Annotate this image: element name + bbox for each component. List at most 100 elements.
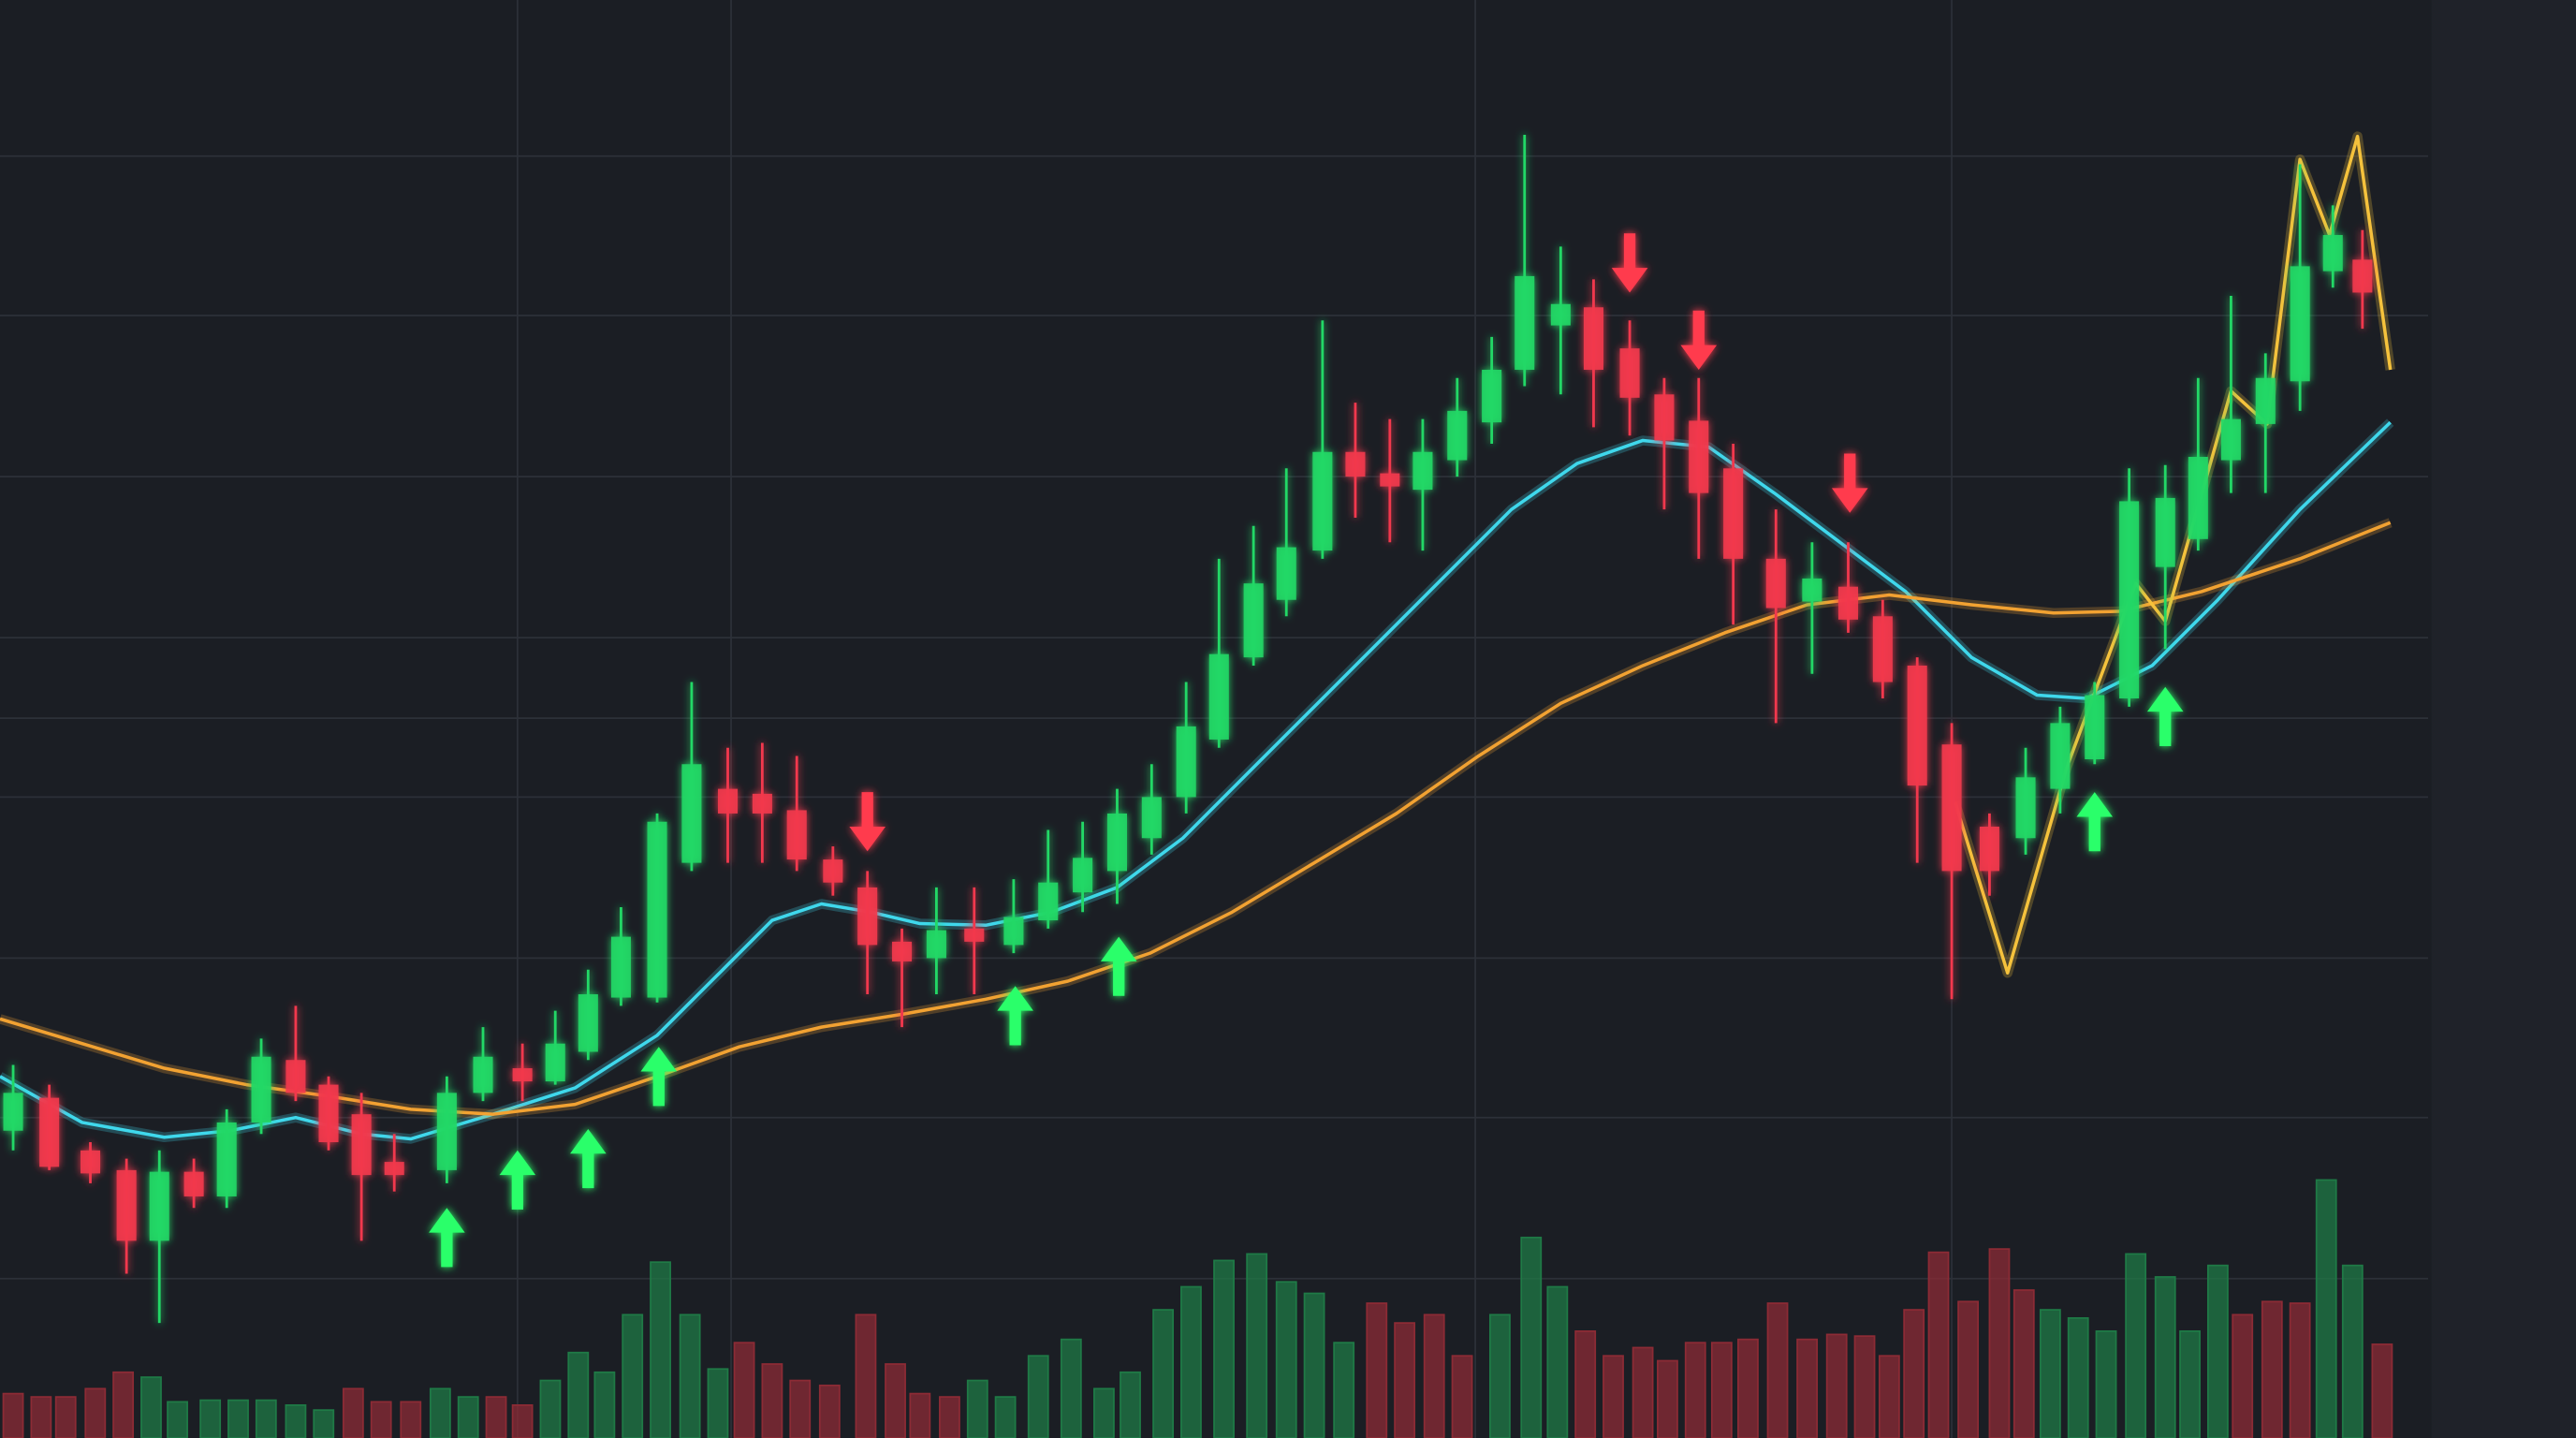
volume-bar xyxy=(1546,1285,1569,1438)
volume-bar xyxy=(313,1409,335,1438)
candle-body xyxy=(149,1171,169,1241)
volume-bar xyxy=(1451,1355,1473,1438)
candle-body xyxy=(384,1162,404,1176)
candle-body xyxy=(578,994,598,1052)
volume-bar xyxy=(2206,1264,2229,1438)
candle-body xyxy=(1654,394,1675,441)
volume-bar xyxy=(707,1368,729,1438)
buy-arrow xyxy=(429,1208,465,1268)
volume-bar xyxy=(539,1379,562,1438)
volume-bar xyxy=(761,1363,783,1438)
candle-body xyxy=(2155,497,2175,567)
candle-body xyxy=(1380,473,1400,487)
volume-bar xyxy=(1027,1355,1049,1438)
volume-bar xyxy=(112,1371,135,1438)
buy-arrow xyxy=(997,986,1033,1046)
volume-bar xyxy=(622,1313,644,1438)
candle-body xyxy=(3,1093,23,1131)
candle-body xyxy=(1176,726,1196,798)
candle-body xyxy=(1482,369,1502,423)
candle-body xyxy=(1689,420,1709,493)
volume-bar xyxy=(939,1396,960,1438)
candle-body xyxy=(823,859,843,883)
candle-body xyxy=(2119,501,2140,699)
candle-body xyxy=(752,793,772,814)
volume-bar xyxy=(966,1379,988,1438)
volume-bar xyxy=(1927,1251,1950,1438)
candle-body xyxy=(1412,451,1433,491)
volume-bar xyxy=(2039,1309,2061,1438)
volume-bar xyxy=(2315,1179,2337,1438)
volume-bar xyxy=(733,1342,755,1438)
candle-body xyxy=(610,936,631,998)
volume-bar xyxy=(1737,1338,1759,1438)
volume-bar xyxy=(789,1379,812,1438)
volume-bar xyxy=(1180,1285,1202,1438)
volume-bar xyxy=(909,1392,931,1438)
volume-bar xyxy=(1489,1313,1511,1438)
sell-arrow xyxy=(849,792,886,852)
candle-body xyxy=(116,1169,137,1241)
volume-bar xyxy=(593,1371,616,1438)
candle-body xyxy=(39,1097,60,1167)
volume-bar xyxy=(370,1401,392,1438)
volume-bar xyxy=(1853,1335,1876,1438)
volume-bar xyxy=(54,1396,77,1438)
candle-body xyxy=(1003,917,1024,946)
volume-bar xyxy=(140,1376,162,1438)
candle-body xyxy=(1208,653,1229,740)
moving-average-line xyxy=(0,420,2392,1141)
candle-body xyxy=(1038,882,1059,921)
volume-bar xyxy=(1213,1259,1235,1438)
volume-bar xyxy=(1366,1302,1388,1438)
candle-body xyxy=(2085,695,2105,760)
candle-body xyxy=(1619,348,1640,398)
volume-bar xyxy=(1520,1236,1543,1438)
volume-bar xyxy=(1394,1322,1416,1438)
candle-body xyxy=(351,1114,372,1176)
volume-bar xyxy=(994,1396,1017,1438)
volume-layer xyxy=(2,1179,2393,1438)
volume-bar xyxy=(167,1401,188,1438)
buy-arrow xyxy=(640,1047,678,1107)
candle-body xyxy=(251,1056,271,1123)
volume-bar xyxy=(1423,1313,1445,1438)
moving-average-line xyxy=(0,521,2392,1116)
candle-body xyxy=(318,1084,339,1143)
volume-bar xyxy=(84,1387,107,1438)
candle-body xyxy=(285,1060,306,1093)
volume-bar xyxy=(1246,1253,1268,1438)
volume-bar xyxy=(2232,1313,2254,1438)
volume-bar xyxy=(342,1387,364,1438)
volume-bar xyxy=(1796,1338,1819,1438)
buy-arrow xyxy=(2076,792,2114,852)
candle-body xyxy=(1907,665,1927,786)
sell-arrow xyxy=(1831,453,1868,513)
candle-body xyxy=(2322,235,2343,271)
volume-bar xyxy=(1152,1309,1175,1438)
candle-body xyxy=(2290,266,2310,382)
candle-body xyxy=(1141,797,1162,839)
volume-bar xyxy=(457,1396,479,1438)
volume-bar xyxy=(1333,1342,1355,1438)
candle-body xyxy=(1345,451,1366,477)
volume-bar xyxy=(1878,1355,1900,1438)
candle-body xyxy=(857,887,878,946)
candle-body xyxy=(1312,451,1333,551)
candle-body xyxy=(2352,259,2373,293)
volume-bar xyxy=(1684,1342,1706,1438)
candle-body xyxy=(1276,547,1296,600)
candle-body xyxy=(1073,858,1093,893)
candle-body xyxy=(1583,307,1603,370)
candle-body xyxy=(545,1043,565,1082)
candle-body xyxy=(1802,578,1822,602)
volume-bar xyxy=(855,1313,877,1438)
volume-bar xyxy=(2341,1264,2364,1438)
candle-body xyxy=(1447,410,1468,461)
sell-arrow xyxy=(1680,310,1718,370)
volume-bar xyxy=(199,1399,222,1438)
volume-bar xyxy=(429,1387,451,1438)
buy-arrow xyxy=(2146,686,2184,746)
